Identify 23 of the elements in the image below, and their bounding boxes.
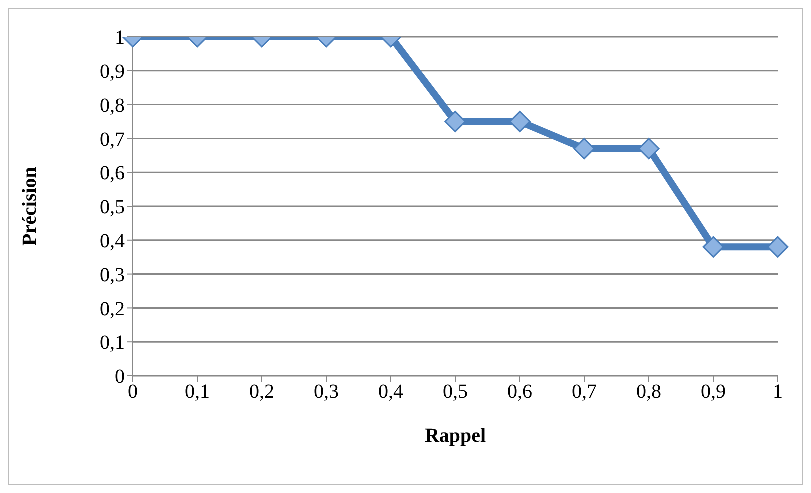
x-axis-title: Rappel bbox=[424, 425, 487, 447]
y-tick-label: 0,7 bbox=[100, 128, 125, 151]
x-tick-label: 0,5 bbox=[443, 381, 468, 404]
x-tick-label: 0,7 bbox=[572, 381, 597, 404]
y-tick-label: 0,9 bbox=[100, 61, 125, 83]
y-tick-label: 0,2 bbox=[100, 298, 125, 320]
x-tick-label: 0,2 bbox=[250, 381, 274, 404]
y-tick-label: 0,4 bbox=[100, 230, 125, 252]
y-tick-label: 0 bbox=[115, 366, 125, 388]
x-tick-label: 0,1 bbox=[185, 381, 210, 404]
x-tick-label: 0,4 bbox=[378, 381, 404, 404]
y-tick-label: 1 bbox=[115, 27, 125, 50]
x-tick-label: 0,9 bbox=[701, 381, 726, 404]
x-tick-label: 0,6 bbox=[508, 381, 532, 404]
y-axis-title: Précision bbox=[19, 167, 42, 246]
y-tick-label: 0,1 bbox=[100, 332, 125, 354]
y-tick-label: 0,8 bbox=[100, 94, 125, 117]
x-tick-label: 0,3 bbox=[314, 381, 339, 404]
y-tick-label: 0,6 bbox=[100, 162, 125, 185]
x-tick-label: 0,8 bbox=[636, 381, 662, 404]
x-tick-label: 1 bbox=[773, 381, 783, 404]
y-tick-label: 0,3 bbox=[100, 264, 125, 286]
y-tick-label: 0,5 bbox=[100, 196, 125, 219]
